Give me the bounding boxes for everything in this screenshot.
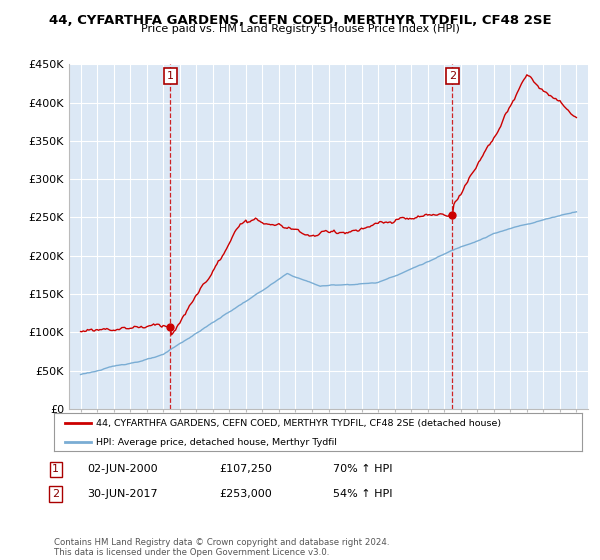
Text: £107,250: £107,250 xyxy=(219,464,272,474)
Text: Contains HM Land Registry data © Crown copyright and database right 2024.
This d: Contains HM Land Registry data © Crown c… xyxy=(54,538,389,557)
Text: 2: 2 xyxy=(52,489,59,499)
Text: 54% ↑ HPI: 54% ↑ HPI xyxy=(333,489,392,499)
Text: 1: 1 xyxy=(167,71,173,81)
Text: £253,000: £253,000 xyxy=(219,489,272,499)
Text: 70% ↑ HPI: 70% ↑ HPI xyxy=(333,464,392,474)
Text: 44, CYFARTHFA GARDENS, CEFN COED, MERTHYR TYDFIL, CF48 2SE: 44, CYFARTHFA GARDENS, CEFN COED, MERTHY… xyxy=(49,14,551,27)
Text: 1: 1 xyxy=(52,464,59,474)
Text: 30-JUN-2017: 30-JUN-2017 xyxy=(87,489,158,499)
Text: 2: 2 xyxy=(449,71,456,81)
Text: 02-JUN-2000: 02-JUN-2000 xyxy=(87,464,158,474)
Text: Price paid vs. HM Land Registry's House Price Index (HPI): Price paid vs. HM Land Registry's House … xyxy=(140,24,460,34)
Text: 44, CYFARTHFA GARDENS, CEFN COED, MERTHYR TYDFIL, CF48 2SE (detached house): 44, CYFARTHFA GARDENS, CEFN COED, MERTHY… xyxy=(96,419,502,428)
Text: HPI: Average price, detached house, Merthyr Tydfil: HPI: Average price, detached house, Mert… xyxy=(96,438,337,447)
